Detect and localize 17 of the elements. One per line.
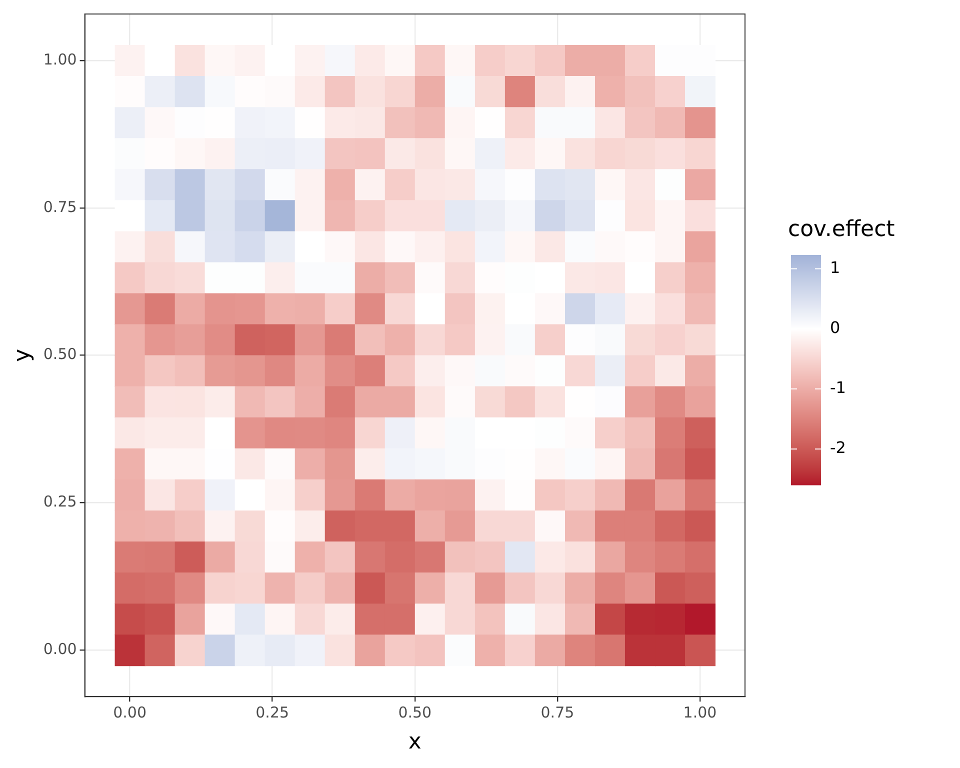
x-tick-label: 0.75 xyxy=(540,703,574,722)
y-tick-label: 0.75 xyxy=(43,198,77,216)
color-bar-label: 1 xyxy=(830,258,840,277)
x-tick-label: 0.00 xyxy=(113,703,146,722)
legend-title: cov.effect xyxy=(788,217,896,242)
y-axis-title: y xyxy=(10,348,35,362)
x-axis-title: x xyxy=(408,730,422,755)
y-tick-label: 0.50 xyxy=(43,345,77,364)
y-tick-label: 1.00 xyxy=(43,50,77,68)
x-tick-label: 1.00 xyxy=(683,703,717,722)
x-tick-label: 0.50 xyxy=(398,703,432,722)
y-tick-label: 0.25 xyxy=(43,492,77,511)
x-tick-label: 0.25 xyxy=(256,703,290,722)
color-bar-label: -2 xyxy=(830,438,846,458)
color-bar-label: -1 xyxy=(830,378,846,398)
color-bar-label: 0 xyxy=(830,318,840,338)
y-tick-label: 0.00 xyxy=(43,640,77,658)
